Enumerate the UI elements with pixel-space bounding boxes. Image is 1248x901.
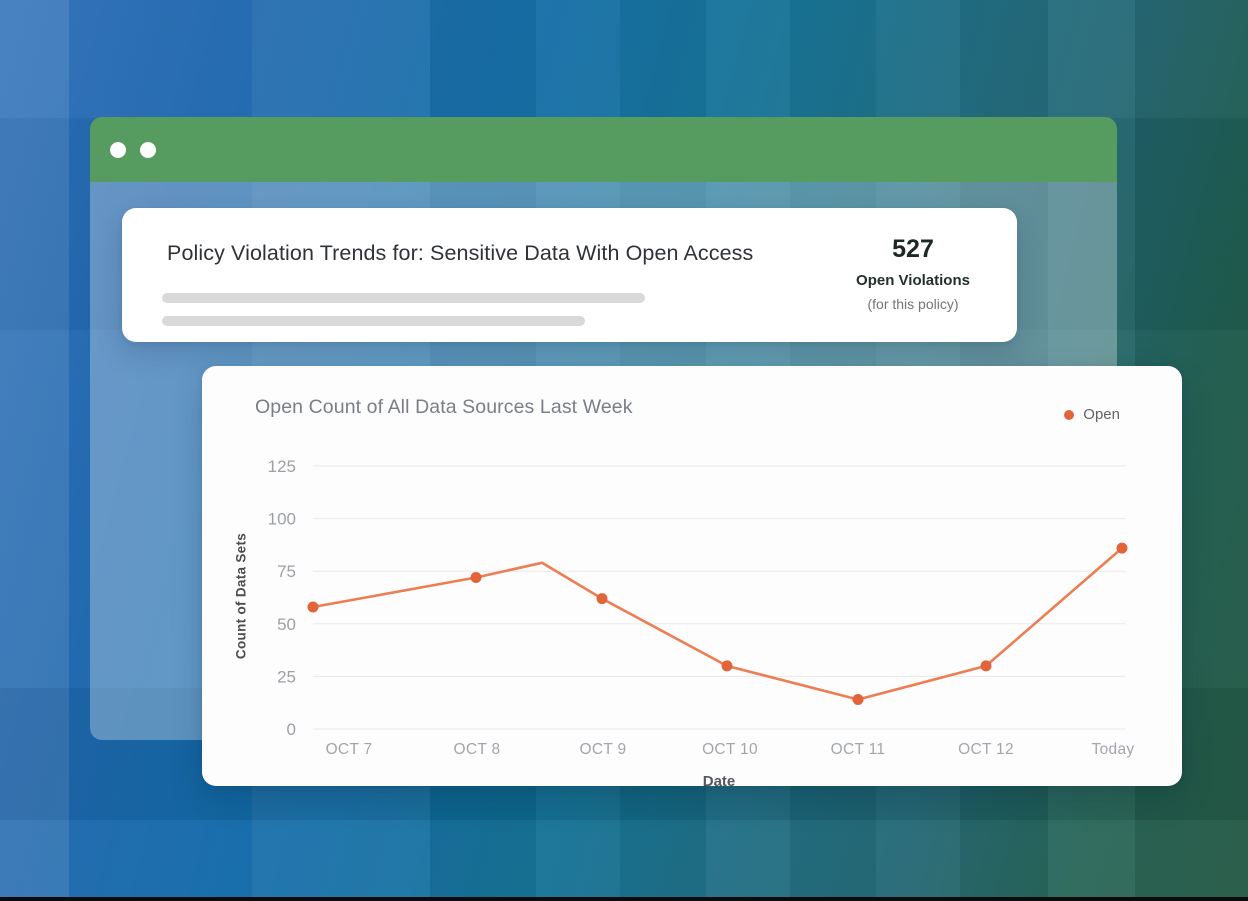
open-violations-stat: 527 Open Violations (for this policy) (827, 235, 999, 312)
stat-value: 527 (892, 235, 934, 263)
policy-summary-card: Policy Violation Trends for: Sensitive D… (122, 208, 1017, 342)
x-tick-label: Today (1092, 741, 1135, 758)
data-point (980, 660, 992, 672)
x-tick-label: OCT 11 (831, 741, 886, 758)
window-control-dot-2[interactable] (140, 141, 156, 158)
y-tick-label: 0 (287, 720, 296, 739)
y-tick-label: 75 (277, 562, 296, 581)
bottom-edge-bar (0, 897, 1248, 901)
skeleton-text-line (162, 293, 645, 303)
x-tick-label: OCT 9 (580, 741, 627, 758)
chart-card: Open Count of All Data Sources Last Week… (202, 366, 1182, 786)
chart-x-axis-label: Date (702, 773, 736, 786)
data-point (307, 601, 319, 613)
x-tick-label: OCT 7 (326, 741, 373, 758)
y-tick-label: 125 (268, 457, 296, 476)
policy-card-title: Policy Violation Trends for: Sensitive D… (167, 241, 754, 265)
data-point (721, 660, 733, 672)
data-point (1116, 542, 1128, 554)
chart-title: Open Count of All Data Sources Last Week (255, 396, 633, 418)
x-tick-label: OCT 8 (454, 741, 501, 758)
skeleton-text-line (162, 316, 585, 326)
chart-legend-item: Open (1064, 406, 1120, 423)
data-point (470, 572, 482, 583)
data-point (852, 694, 864, 705)
series-line-open (312, 547, 1123, 701)
x-tick-label: OCT 12 (958, 741, 1014, 758)
y-tick-label: 25 (277, 667, 296, 686)
stat-sublabel: (for this policy) (867, 295, 959, 312)
line-chart: 0 25 50 75 100 125 OCT 7 OCT 8 OCT 9 OCT 10 OCT 11… (268, 457, 1135, 758)
y-tick-label: 50 (277, 615, 296, 634)
window-control-dot-1[interactable] (110, 141, 126, 158)
legend-dot-icon (1064, 409, 1075, 420)
y-tick-label: 100 (268, 510, 296, 529)
legend-label: Open (1083, 406, 1120, 423)
stat-label: Open Violations (856, 271, 970, 289)
window-titlebar (90, 117, 1117, 182)
data-point (596, 593, 608, 605)
x-tick-label: OCT 10 (702, 741, 758, 758)
